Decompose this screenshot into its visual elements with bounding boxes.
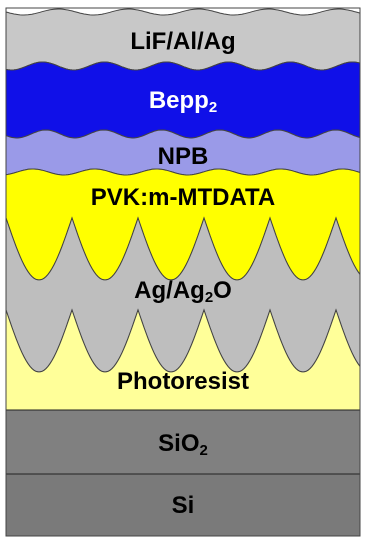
label-photoresist: Photoresist bbox=[6, 368, 360, 396]
label-sio2: SiO2 bbox=[6, 430, 360, 458]
label-sio2-text: SiO bbox=[158, 430, 200, 457]
label-photoresist-text: Photoresist bbox=[116, 368, 250, 395]
label-bepp2: Bepp2 bbox=[6, 87, 360, 115]
label-pvk-m-mtdata: PVK:m-MTDATA bbox=[6, 184, 360, 212]
label-si-text: Si bbox=[171, 492, 195, 519]
label-npb: NPB bbox=[6, 143, 360, 171]
label-bepp-subscript: 2 bbox=[208, 99, 218, 116]
stack-border bbox=[5, 7, 361, 537]
label-npb-text: NPB bbox=[157, 143, 209, 170]
label-lif-text: LiF/Al/Ag bbox=[130, 28, 236, 55]
label-sio2-subscript: 2 bbox=[199, 442, 208, 459]
label-bepp-text: Bepp bbox=[148, 87, 209, 114]
label-ag-ag2o: Ag/Ag2O bbox=[6, 277, 360, 305]
label-ag-text: Ag/Ag bbox=[134, 277, 205, 304]
label-lif-al-ag: LiF/Al/Ag bbox=[6, 28, 360, 56]
label-pvk-text: PVK:m-MTDATA bbox=[90, 184, 276, 211]
label-si: Si bbox=[6, 492, 360, 520]
label-ag-subscript: 2 bbox=[204, 289, 214, 306]
label-ag-tail: O bbox=[213, 277, 232, 304]
